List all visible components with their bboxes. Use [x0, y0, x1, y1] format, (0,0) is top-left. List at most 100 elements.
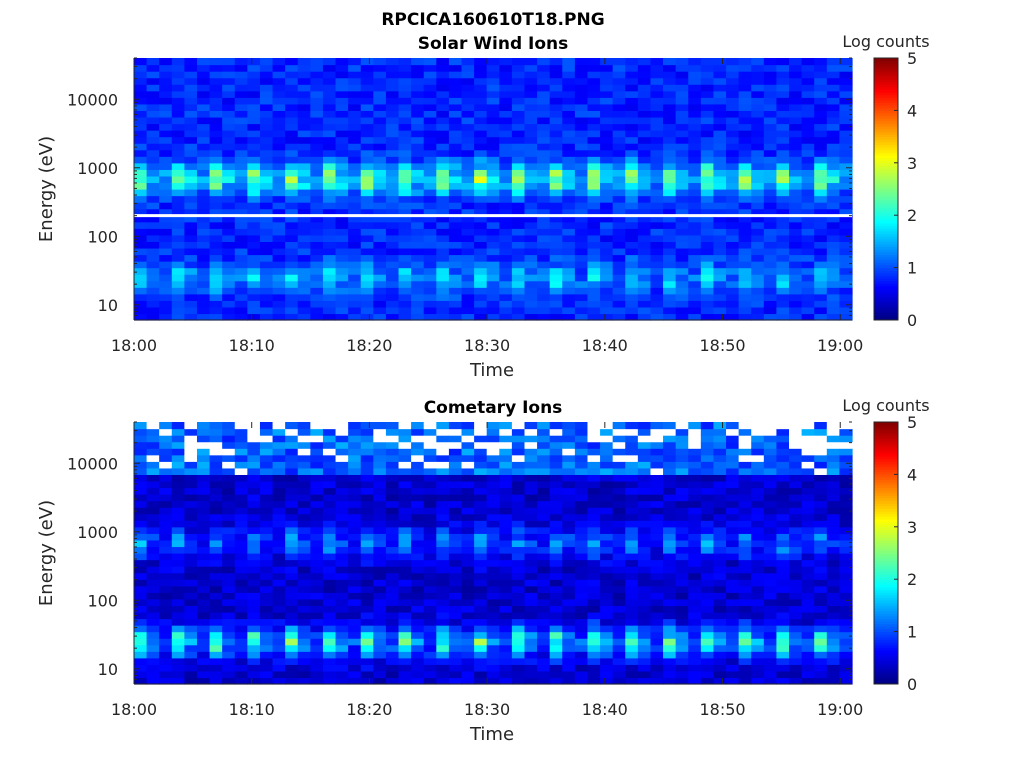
heatmap-cell	[285, 254, 299, 262]
heatmap-cell	[423, 657, 437, 665]
heatmap-cell	[146, 422, 160, 430]
heatmap-cell	[688, 422, 702, 430]
heatmap-cell	[448, 638, 463, 646]
heatmap-cell	[675, 611, 689, 620]
heatmap-cell	[159, 162, 173, 170]
heatmap-cell	[297, 84, 311, 92]
heatmap-cell	[738, 130, 752, 138]
heatmap-cell	[726, 182, 740, 190]
heatmap-cell	[234, 611, 248, 620]
heatmap-cell	[373, 182, 387, 190]
heatmap-cell	[411, 254, 425, 262]
heatmap-cell	[574, 644, 589, 652]
heatmap-cell	[474, 598, 488, 606]
heatmap-cell	[474, 241, 488, 249]
heatmap-cell	[448, 195, 463, 203]
heatmap-cell	[209, 513, 223, 521]
heatmap-cell	[839, 90, 853, 98]
heatmap-cell	[637, 234, 652, 242]
heatmap-cell	[461, 287, 475, 295]
heatmap-cell	[310, 195, 324, 203]
heatmap-cell	[700, 306, 715, 315]
heatmap-cell	[134, 136, 148, 144]
heatmap-cell	[373, 241, 387, 249]
heatmap-cell	[562, 241, 576, 249]
heatmap-cell	[322, 467, 337, 475]
heatmap-cell	[574, 241, 589, 249]
heatmap-cell	[373, 507, 387, 515]
heatmap-cell	[285, 90, 299, 98]
heatmap-cell	[486, 247, 500, 256]
heatmap-cell	[146, 507, 160, 515]
heatmap-cell	[348, 228, 362, 236]
heatmap-cell	[587, 182, 601, 190]
heatmap-cell	[688, 287, 702, 295]
heatmap-cell	[587, 58, 601, 66]
heatmap-cell	[562, 274, 576, 282]
heatmap-cell	[524, 644, 538, 652]
heatmap-cell	[196, 293, 211, 301]
heatmap-cell	[474, 162, 488, 170]
heatmap-cell	[411, 500, 425, 508]
heatmap-cell	[134, 241, 148, 249]
heatmap-cell	[259, 631, 274, 639]
heatmap-cell	[360, 435, 374, 443]
heatmap-cell	[222, 130, 236, 138]
heatmap-cell	[159, 572, 173, 580]
colorbar-segment	[874, 133, 898, 138]
heatmap-cell	[511, 169, 526, 177]
heatmap-cell	[713, 293, 727, 301]
heatmap-cell	[474, 494, 488, 502]
colorbar-segment	[874, 306, 898, 311]
heatmap-cell	[222, 103, 236, 111]
heatmap-cell	[700, 234, 715, 242]
heatmap-cell	[436, 300, 450, 308]
heatmap-cell	[373, 638, 387, 646]
heatmap-cell	[159, 123, 173, 131]
heatmap-cell	[763, 553, 778, 561]
heatmap-cell	[537, 267, 551, 275]
colorbar-segment	[874, 81, 898, 85]
heatmap-cell	[738, 110, 752, 118]
heatmap-cell	[272, 625, 286, 633]
heatmap-cell	[461, 306, 475, 315]
heatmap-cell	[398, 657, 412, 665]
heatmap-cell	[549, 553, 563, 561]
heatmap-cell	[247, 539, 261, 548]
heatmap-cell	[801, 487, 815, 495]
heatmap-cell	[272, 553, 286, 561]
heatmap-cell	[562, 579, 576, 587]
heatmap-cell	[209, 274, 223, 282]
heatmap-cell	[247, 169, 261, 177]
heatmap-cell	[360, 182, 374, 190]
colorbar-segment	[874, 542, 898, 546]
heatmap-cell	[171, 572, 185, 580]
heatmap-cell	[839, 618, 853, 626]
colorbar-segment	[874, 78, 898, 83]
heatmap-cell	[486, 261, 500, 269]
heatmap-cell	[373, 441, 387, 449]
heatmap-cell	[398, 313, 412, 321]
heatmap-cell	[839, 175, 853, 184]
heatmap-cell	[776, 638, 790, 646]
heatmap-cell	[297, 513, 311, 521]
heatmap-cell	[839, 553, 853, 561]
heatmap-cell	[461, 494, 475, 502]
heatmap-cell	[499, 241, 513, 249]
heatmap-cell	[486, 64, 500, 72]
heatmap-cell	[675, 605, 689, 613]
heatmap-cell	[171, 149, 185, 157]
heatmap-cell	[839, 189, 853, 197]
heatmap-cell	[801, 175, 815, 184]
heatmap-cell	[184, 58, 198, 66]
heatmap-cell	[373, 480, 387, 489]
heatmap-cell	[814, 195, 828, 203]
heatmap-cell	[789, 507, 803, 515]
heatmap-cell	[259, 448, 274, 456]
heatmap-cell	[234, 454, 248, 462]
heatmap-cell	[171, 611, 185, 620]
heatmap-cell	[310, 480, 324, 489]
heatmap-cell	[259, 664, 274, 672]
heatmap-cell	[259, 579, 274, 587]
heatmap-cell	[474, 84, 488, 92]
